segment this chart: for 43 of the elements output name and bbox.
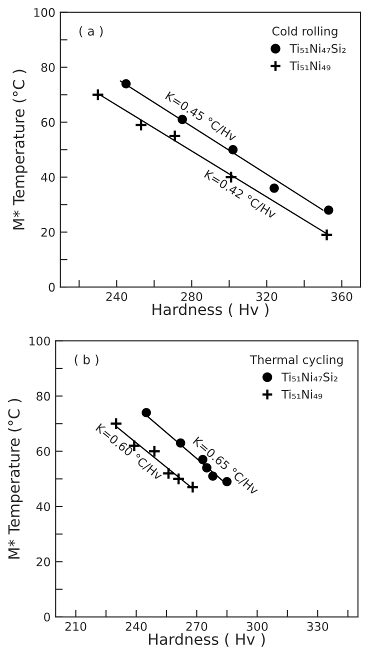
legend-label: Ti₅₁Ni₄₇Si₂ bbox=[290, 44, 346, 53]
legend-label: Ti₅₁Ni₄₉ bbox=[281, 390, 322, 399]
x-tick-label: 360 bbox=[331, 292, 352, 302]
x-axis-title: Hardness ( Hv ) bbox=[152, 303, 268, 317]
legend-label: Ti₅₁Ni₄₇Si₂ bbox=[281, 372, 338, 382]
y-tick-label: 20 bbox=[41, 228, 55, 237]
y-tick-label: 40 bbox=[41, 172, 55, 182]
y-tick-label: 20 bbox=[36, 557, 50, 566]
x-axis-title: Hardness ( Hv ) bbox=[148, 633, 265, 647]
point bbox=[134, 118, 148, 132]
point bbox=[186, 480, 200, 494]
point bbox=[168, 129, 182, 142]
point bbox=[172, 472, 186, 486]
x-tick-label: 320 bbox=[256, 292, 278, 302]
point bbox=[324, 205, 334, 215]
y-tick-label: 60 bbox=[41, 118, 55, 127]
y-tick-label: 100 bbox=[34, 8, 55, 17]
y-tick-label: 80 bbox=[36, 392, 50, 401]
x-tick-label: 240 bbox=[106, 292, 128, 302]
point bbox=[162, 466, 175, 480]
y-axis-title: M* Temperature (°C ) bbox=[8, 398, 23, 559]
legend-label: Ti₅₁Ni₄₉ bbox=[290, 61, 330, 70]
y-tick-label: 80 bbox=[41, 62, 55, 72]
annotation: ( a ) bbox=[79, 26, 103, 38]
x-tick-label: 280 bbox=[181, 292, 202, 302]
point bbox=[320, 228, 334, 242]
x-tick-label: 210 bbox=[65, 622, 86, 631]
y-tick-label: 0 bbox=[44, 612, 50, 622]
y-tick-label: 100 bbox=[30, 336, 50, 346]
x-tick-label: 330 bbox=[307, 622, 328, 631]
legend-title: Thermal cycling bbox=[250, 355, 343, 366]
x-tick-label: 300 bbox=[246, 622, 268, 631]
y-tick-label: 60 bbox=[36, 446, 50, 456]
y-tick-label: 0 bbox=[48, 282, 55, 292]
x-tick-label: 270 bbox=[186, 622, 208, 631]
y-tick-label: 40 bbox=[36, 502, 50, 512]
point bbox=[270, 183, 279, 193]
point bbox=[91, 88, 104, 102]
point bbox=[142, 408, 151, 418]
legend-title: Cold rolling bbox=[272, 26, 338, 38]
x-tick-label: 240 bbox=[126, 622, 147, 631]
annotation: ( b ) bbox=[74, 354, 98, 366]
y-axis-title: M* Temperature (°C ) bbox=[12, 70, 28, 230]
